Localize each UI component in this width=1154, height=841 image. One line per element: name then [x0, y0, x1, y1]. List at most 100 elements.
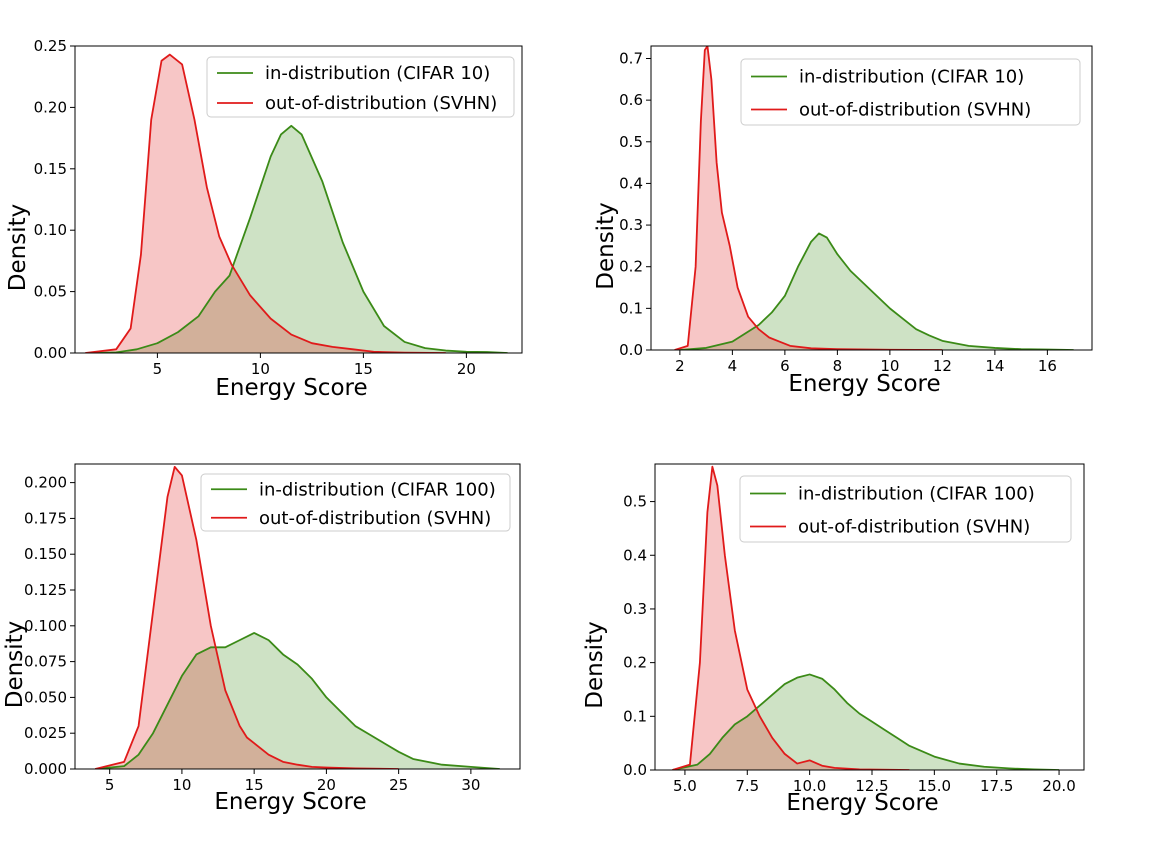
- legend-label-2: out-of-distribution (SVHN): [265, 93, 497, 114]
- plot-frame: [74, 45, 523, 354]
- series-fill-2: [674, 46, 943, 350]
- x-tick-label: 10: [172, 776, 191, 794]
- series-line-1: [95, 632, 500, 769]
- series-fill-1: [95, 632, 500, 769]
- x-tick-label: 14: [985, 357, 1004, 375]
- x-tick-label: 10.0: [793, 777, 826, 795]
- x-tick-label: 15.0: [918, 777, 951, 795]
- x-tick-label: 20.0: [1042, 777, 1075, 795]
- legend-label-1: in-distribution (CIFAR 10): [265, 63, 490, 84]
- series-line-2: [672, 465, 910, 770]
- legend-label-1: in-distribution (CIFAR 100): [798, 484, 1035, 505]
- y-tick-label: 0.15: [34, 160, 67, 178]
- x-tick-label: 5: [153, 360, 163, 378]
- plot-area: [85, 53, 508, 353]
- y-tick-label: 0.7: [619, 49, 643, 67]
- legend-box: [200, 473, 511, 532]
- legend: in-distribution (CIFAR 100) out-of-distri…: [739, 475, 1072, 543]
- y-tick-label: 0.0: [619, 341, 643, 359]
- y-tick-label: 0.000: [24, 760, 67, 778]
- series-line-2: [674, 46, 943, 350]
- plot-area: [674, 46, 1074, 350]
- x-tick-label: 5: [105, 776, 115, 794]
- y-tick-label: 0.05: [34, 283, 67, 301]
- x-tick-label: 2: [675, 357, 685, 375]
- x-tick-label: 12.5: [855, 777, 888, 795]
- y-tick-label: 0.3: [623, 600, 647, 618]
- series-fill-2: [95, 466, 399, 769]
- series-fill-1: [679, 233, 1074, 350]
- chart-panel-4: 5.0 7.5 10.0 12.5 15.0 17.5 20.0 0.0 0.1 0.2 0.3 0.…: [582, 463, 1085, 816]
- y-tick-label: 0.2: [623, 654, 647, 672]
- x-tick-label: 15: [354, 360, 373, 378]
- legend: in-distribution (CIFAR 10) out-of-distrib…: [206, 56, 515, 118]
- legend-label-1: in-distribution (CIFAR 10): [799, 67, 1024, 88]
- y-tick-label: 0.125: [24, 581, 67, 599]
- x-tick-label: 20: [317, 776, 336, 794]
- y-tick-label: 0.150: [24, 545, 67, 563]
- y-tick-label: 0.175: [24, 509, 67, 527]
- y-tick-label: 0.0: [623, 761, 647, 779]
- legend: in-distribution (CIFAR 10) out-of-distrib…: [740, 58, 1081, 126]
- series-fill-1: [95, 125, 508, 353]
- y-tick-label: 0.075: [24, 653, 67, 671]
- y-tick-label: 0.5: [623, 493, 647, 511]
- x-tick-label: 17.5: [980, 777, 1013, 795]
- x-tick-label: 6: [780, 357, 790, 375]
- legend-box: [739, 475, 1072, 543]
- y-tick-label: 0.20: [34, 98, 67, 116]
- series-fill-2: [672, 466, 910, 770]
- x-axis-label: Energy Score: [215, 375, 367, 401]
- x-tick-label: 4: [728, 357, 738, 375]
- series-line-1: [679, 232, 1074, 350]
- legend-label-2: out-of-distribution (SVHN): [259, 508, 491, 529]
- plot-frame: [654, 463, 1085, 771]
- x-tick-label: 10: [880, 357, 899, 375]
- y-tick-label: 0.100: [24, 617, 67, 635]
- plot-frame: [650, 45, 1093, 351]
- x-tick-label: 30: [461, 776, 480, 794]
- y-tick-label: 0.025: [24, 724, 67, 742]
- y-tick-label: 0.4: [623, 546, 647, 564]
- plot-area: [672, 465, 1060, 770]
- y-tick-label: 0.25: [34, 37, 67, 55]
- chart-panel-3: 5 10 15 20 25 30 0.000 0.025 0.050 0.075 0.100 0.12…: [2, 463, 521, 815]
- x-axis-label: Energy Score: [788, 371, 940, 397]
- x-tick-label: 7.5: [735, 777, 759, 795]
- y-tick-label: 0.10: [34, 221, 67, 239]
- legend-box: [740, 58, 1081, 126]
- y-tick-label: 0.4: [619, 174, 643, 192]
- plot-area: [95, 465, 500, 769]
- x-tick-label: 25: [389, 776, 408, 794]
- y-tick-label: 0.3: [619, 216, 643, 234]
- legend-label-1: in-distribution (CIFAR 100): [259, 479, 496, 500]
- y-axis-label: Density: [593, 202, 619, 289]
- y-axis-label: Density: [2, 621, 28, 708]
- x-tick-label: 10: [251, 360, 270, 378]
- x-axis-label: Energy Score: [214, 789, 366, 815]
- x-tick-label: 16: [1038, 357, 1057, 375]
- x-tick-label: 20: [457, 360, 476, 378]
- series-line-2: [95, 465, 399, 769]
- y-tick-label: 0.050: [24, 688, 67, 706]
- series-line-2: [85, 53, 446, 353]
- legend-box: [206, 56, 515, 118]
- x-tick-label: 8: [833, 357, 843, 375]
- x-tick-label: 5.0: [673, 777, 697, 795]
- y-tick-label: 0.1: [619, 299, 643, 317]
- y-tick-label: 0.6: [619, 91, 643, 109]
- series-line-1: [95, 124, 508, 353]
- y-axis-label: Density: [5, 204, 31, 291]
- chart-panel-1: 5 10 15 20 0.00 0.05 0.10 0.15 0.20 0.25 Energy Sc…: [5, 37, 523, 401]
- y-tick-label: 0.2: [619, 258, 643, 276]
- x-axis-label: Energy Score: [786, 790, 938, 816]
- series-fill-2: [85, 54, 446, 353]
- series-line-1: [672, 673, 1060, 770]
- y-tick-label: 0.1: [623, 707, 647, 725]
- y-tick-label: 0.5: [619, 133, 643, 151]
- legend-label-2: out-of-distribution (SVHN): [799, 100, 1031, 121]
- legend-label-2: out-of-distribution (SVHN): [798, 517, 1030, 538]
- legend: in-distribution (CIFAR 100) out-of-distri…: [200, 473, 511, 532]
- x-tick-label: 15: [245, 776, 264, 794]
